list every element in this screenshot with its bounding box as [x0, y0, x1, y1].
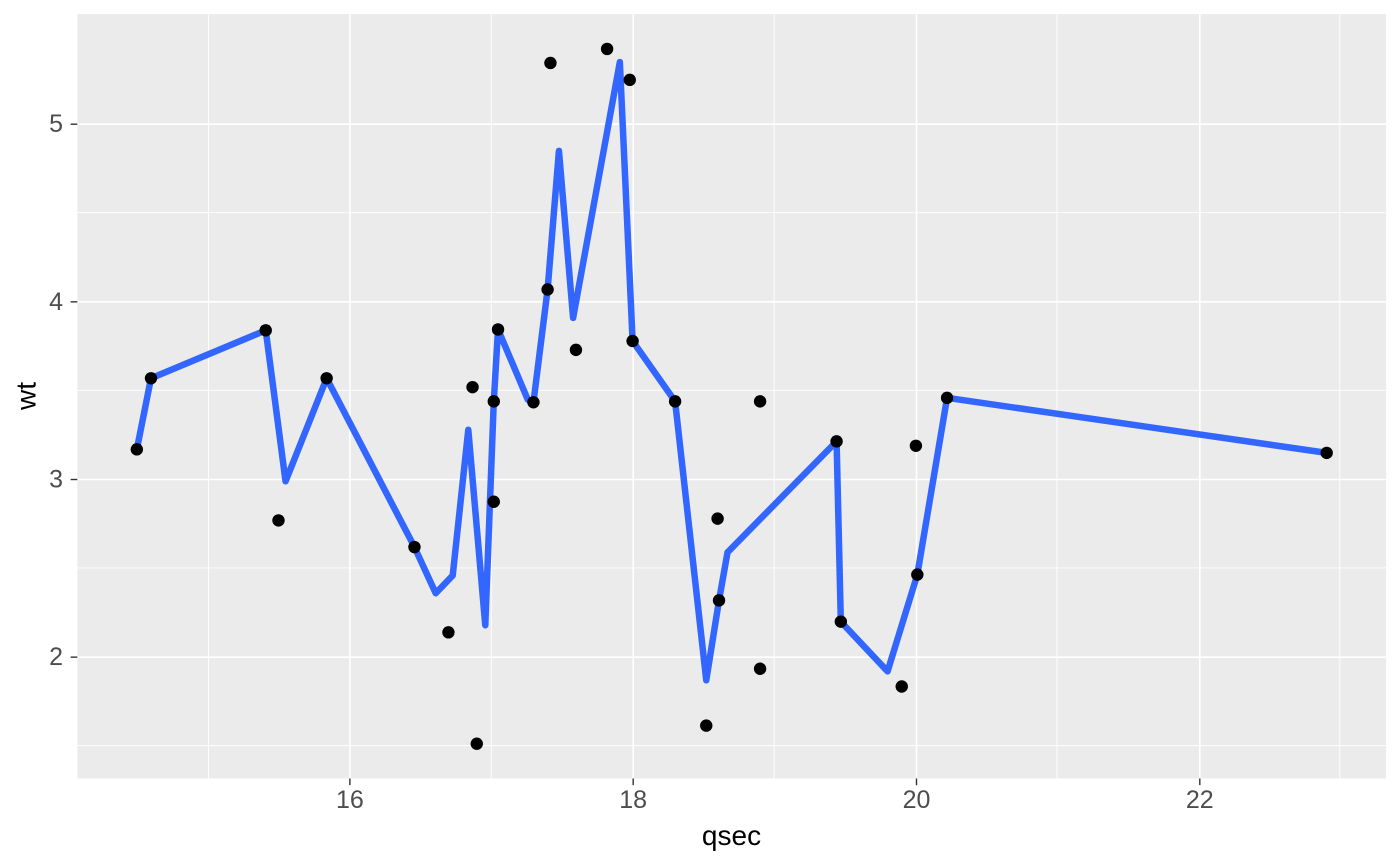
svg-text:2: 2: [49, 643, 63, 671]
svg-text:5: 5: [49, 110, 63, 138]
svg-text:18: 18: [619, 786, 647, 814]
svg-text:16: 16: [336, 786, 364, 814]
svg-text:4: 4: [49, 288, 63, 316]
svg-text:qsec: qsec: [702, 820, 761, 851]
svg-text:22: 22: [1186, 786, 1214, 814]
svg-text:20: 20: [903, 786, 931, 814]
svg-text:3: 3: [49, 466, 63, 494]
svg-text:wt: wt: [11, 382, 42, 411]
